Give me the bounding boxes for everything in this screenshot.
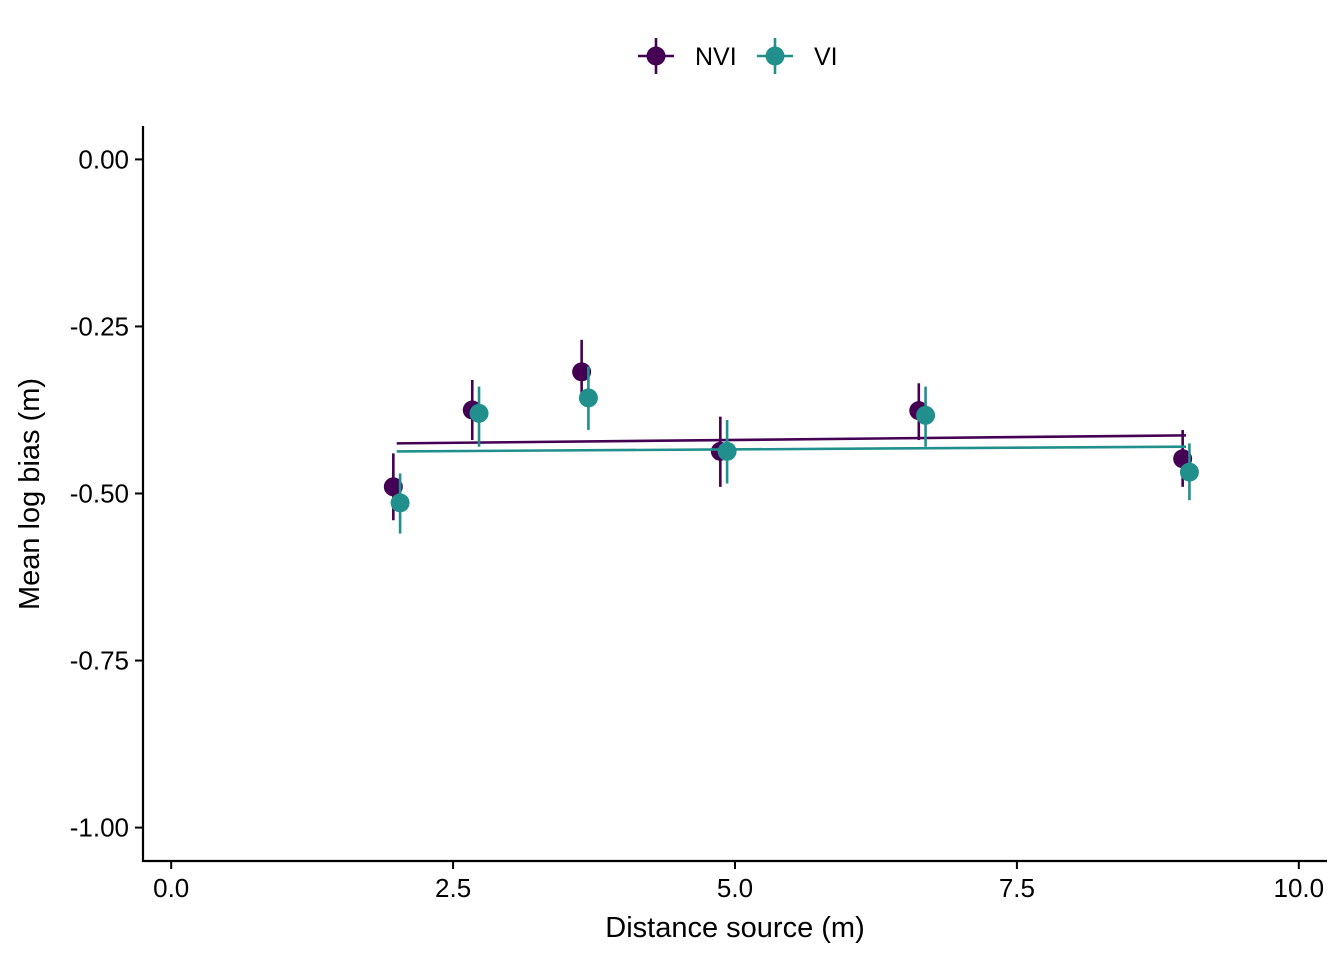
data-point — [572, 362, 592, 382]
data-point — [390, 493, 410, 513]
trend-line-vi — [396, 445, 1187, 453]
legend-label: NVI — [695, 43, 737, 71]
y-tick-label: -0.75 — [70, 646, 129, 676]
legend: NVI VI — [638, 38, 838, 74]
y-tick-label: -0.25 — [70, 311, 129, 341]
x-tick-label: 2.5 — [435, 873, 471, 903]
legend-key — [757, 38, 793, 74]
data-point — [383, 477, 403, 497]
data-point — [578, 388, 598, 408]
x-tick-label: 10.0 — [1274, 873, 1325, 903]
y-tick-label: 0.00 — [78, 144, 129, 174]
x-tick-label: 7.5 — [999, 873, 1035, 903]
legend-key — [638, 38, 674, 74]
trend-line-nvi — [396, 434, 1187, 445]
data-point — [1179, 462, 1199, 482]
series-nvi — [383, 339, 1193, 521]
x-tick-label: 0.0 — [153, 873, 189, 903]
y-tick-label: -0.50 — [70, 479, 129, 509]
y-axis-title: Mean log bias (m) — [14, 378, 46, 610]
legend-item-vi: VI — [757, 38, 838, 74]
x-tick-label: 5.0 — [717, 873, 753, 903]
y-tick-label: -1.00 — [70, 813, 129, 843]
axes: 0.0 2.5 5.0 7.5 10.0 0.00 -0.25 -0.50 -0.75 -1.00 — [70, 126, 1327, 903]
series-vi — [390, 366, 1199, 534]
legend-key-marker — [765, 46, 785, 66]
legend-key-marker — [646, 46, 666, 66]
data-point — [916, 405, 936, 425]
legend-label: VI — [814, 43, 838, 71]
legend-item-nvi: NVI — [638, 38, 737, 74]
data-point — [717, 441, 737, 461]
data-point — [469, 403, 489, 423]
plot-area — [383, 339, 1199, 534]
x-axis-title: Distance source (m) — [605, 912, 864, 944]
